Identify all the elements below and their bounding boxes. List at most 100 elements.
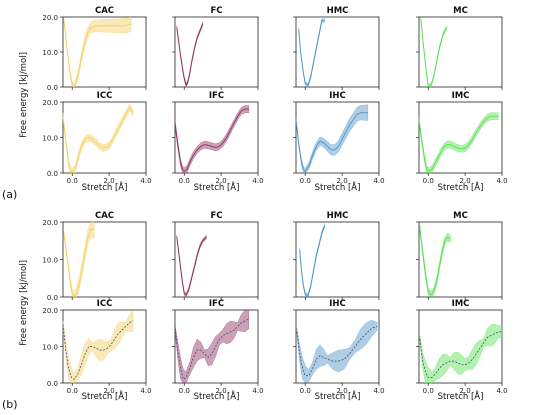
part-label-a: (a) (2, 188, 17, 201)
xlabel-b-1: Stretch [Å] (194, 390, 240, 402)
series-line-a-cac (63, 20, 132, 86)
series-line-b-ifc (174, 318, 249, 380)
xlabel-b-0: Stretch [Å] (82, 390, 128, 402)
xlabel-b-3: Stretch [Å] (438, 390, 484, 402)
xtick-label-a-icc-2: 4.0 (140, 177, 151, 185)
band-b-ihc (296, 319, 378, 384)
xtick-label-a-imc-1: 2.0 (460, 177, 471, 185)
panel-title-a-cac: CAC (95, 6, 114, 16)
xlabel-a-3: Stretch [Å] (438, 181, 484, 193)
xtick-label-b-ifc-2: 4.0 (252, 387, 263, 395)
plot-frame-b-cac (62, 221, 147, 298)
series-line-a-mc (420, 18, 448, 86)
ytick-label-a-icc-0: 0.0 (47, 170, 58, 178)
xtick-label-a-imc-2: 4.0 (496, 177, 507, 185)
series-line-a-fc (176, 23, 204, 87)
ytick-label-a-cac-1: 10.0 (42, 49, 58, 57)
band-b-mc (419, 225, 451, 298)
band-a-ihc (295, 104, 369, 174)
ylabel-b: Free energy [kJ/mol] (19, 260, 29, 346)
xtick-label-b-ifc-0: 0.0 (179, 387, 190, 395)
xtick-label-a-ifc-2: 4.0 (252, 177, 263, 185)
series-line-b-ihc (296, 326, 378, 377)
series-line-b-fc (176, 236, 207, 296)
xtick-label-b-imc-2: 4.0 (496, 387, 507, 395)
ytick-label-b-cac-2: 20.0 (42, 219, 58, 227)
xtick-label-a-ifc-0: 0.0 (179, 177, 190, 185)
xtick-label-b-icc-1: 2.0 (104, 387, 115, 395)
band-b-fc (176, 234, 207, 298)
plot-frame-b-fc (174, 221, 259, 298)
band-a-cac (63, 16, 132, 88)
plot-frame-a-hmc (295, 16, 380, 88)
series-line-a-ihc (295, 112, 368, 173)
xlabel-a-2: Stretch [Å] (315, 181, 361, 193)
panel-title-a-icc: ICC (97, 91, 113, 101)
series-line-a-hmc (298, 20, 325, 86)
xtick-label-b-ihc-2: 4.0 (373, 387, 384, 395)
xtick-label-b-icc-0: 0.0 (67, 387, 78, 395)
band-b-ifc (174, 309, 250, 384)
ytick-label-a-cac-2: 20.0 (42, 14, 58, 22)
band-b-cac (63, 221, 95, 298)
plot-frame-a-icc (62, 101, 147, 174)
panel-title-b-ifc: IFC (209, 299, 224, 309)
series-line-a-ifc (174, 108, 249, 172)
ytick-label-a-icc-2: 20.0 (42, 99, 58, 107)
series-line-b-cac (63, 229, 95, 297)
panel-title-a-hmc: HMC (327, 6, 349, 16)
series-line-b-mc (419, 229, 451, 296)
panel-title-b-cac: CAC (95, 211, 114, 221)
plot-frame-b-mc (418, 221, 503, 298)
panel-title-b-imc: IMC (452, 299, 470, 309)
band-a-icc (62, 103, 134, 174)
ytick-label-b-cac-0: 0.0 (47, 294, 58, 302)
xtick-label-b-imc-0: 0.0 (423, 387, 434, 395)
xtick-label-a-ihc-0: 0.0 (300, 177, 311, 185)
ytick-label-b-icc-0: 0.0 (47, 380, 58, 388)
band-a-hmc (298, 18, 325, 88)
xtick-label-b-ihc-1: 2.0 (337, 387, 348, 395)
xtick-label-a-ihc-1: 2.0 (337, 177, 348, 185)
series-line-b-icc (62, 320, 134, 380)
xtick-label-b-imc-1: 2.0 (460, 387, 471, 395)
xtick-label-a-icc-1: 2.0 (104, 177, 115, 185)
ytick-label-b-cac-1: 10.0 (42, 256, 58, 264)
panel-title-b-ihc: IHC (329, 299, 346, 309)
panel-title-a-imc: IMC (452, 91, 470, 101)
xlabel-b-2: Stretch [Å] (315, 390, 361, 402)
series-line-a-icc (62, 106, 134, 173)
panel-title-b-mc: MC (453, 211, 468, 221)
part-label-b: (b) (2, 398, 18, 411)
ytick-label-a-cac-0: 0.0 (47, 84, 58, 92)
xtick-label-a-ihc-2: 4.0 (373, 177, 384, 185)
band-b-icc (62, 309, 134, 384)
panel-title-b-icc: ICC (97, 299, 113, 309)
xlabel-a-0: Stretch [Å] (82, 181, 128, 193)
plot-frame-a-imc (418, 101, 503, 174)
xtick-label-b-ifc-1: 2.0 (216, 387, 227, 395)
ytick-label-b-icc-2: 20.0 (42, 307, 58, 315)
series-line-a-imc (418, 115, 499, 172)
panel-title-a-ihc: IHC (329, 91, 346, 101)
series-line-b-hmc (299, 225, 326, 297)
xtick-label-b-icc-2: 4.0 (140, 387, 151, 395)
xlabel-a-1: Stretch [Å] (194, 181, 240, 193)
xtick-label-b-ihc-0: 0.0 (300, 387, 311, 395)
xtick-label-a-imc-0: 0.0 (423, 177, 434, 185)
plot-frame-b-hmc (295, 221, 380, 298)
xtick-label-a-ifc-1: 2.0 (216, 177, 227, 185)
ytick-label-a-icc-1: 10.0 (42, 134, 58, 142)
panel-title-b-hmc: HMC (327, 211, 349, 221)
xtick-label-a-icc-0: 0.0 (67, 177, 78, 185)
band-a-imc (418, 112, 499, 174)
plot-frame-a-mc (418, 16, 503, 88)
panel-title-a-ifc: IFC (209, 91, 224, 101)
ytick-label-b-icc-1: 10.0 (42, 343, 58, 351)
panel-title-a-mc: MC (453, 6, 468, 16)
band-b-imc (419, 323, 503, 384)
panel-title-a-fc: FC (210, 6, 222, 16)
panel-title-b-fc: FC (210, 211, 222, 221)
